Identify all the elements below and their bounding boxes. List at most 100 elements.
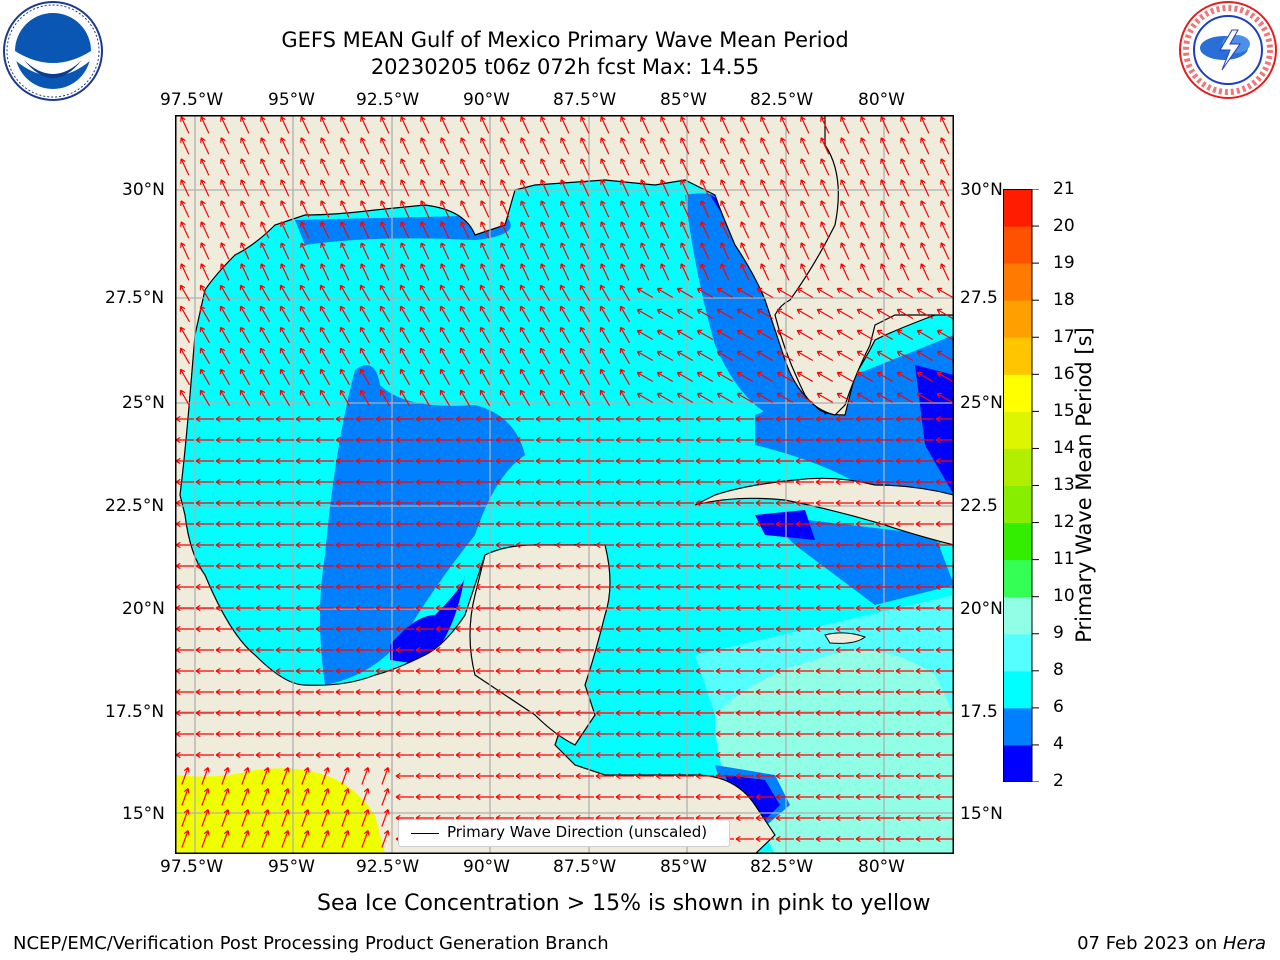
wave-arrow xyxy=(795,772,814,780)
wave-arrow xyxy=(655,520,674,528)
wave-arrow xyxy=(756,350,774,362)
wave-arrow xyxy=(695,541,714,549)
wave-arrow xyxy=(175,541,194,549)
wave-arrow xyxy=(735,646,754,654)
wave-arrow xyxy=(755,772,774,780)
wave-arrow xyxy=(540,116,550,134)
wave-arrow xyxy=(320,116,330,134)
lat-tick-right: 20°N xyxy=(960,599,1003,619)
wave-arrow xyxy=(435,688,454,696)
wave-arrow xyxy=(415,730,434,738)
wave-arrow xyxy=(615,583,634,591)
wave-arrow xyxy=(676,287,694,299)
wave-arrow xyxy=(395,688,414,696)
wave-arrow xyxy=(555,436,574,444)
wave-arrow xyxy=(715,730,734,738)
wave-arrow xyxy=(319,368,331,386)
wave-arrow xyxy=(580,263,590,281)
wave-arrow xyxy=(275,583,294,591)
wave-arrow xyxy=(756,392,774,404)
wave-arrow xyxy=(895,793,914,801)
wave-arrow xyxy=(435,730,454,738)
wave-arrow xyxy=(200,242,210,260)
wave-arrow xyxy=(755,814,774,822)
wave-arrow xyxy=(215,499,234,507)
period-band-2-4-cuba xyxy=(755,510,815,540)
wave-arrow xyxy=(219,305,231,323)
wave-arrow xyxy=(579,326,591,344)
wave-arrow xyxy=(736,392,754,404)
wave-arrow xyxy=(695,772,714,780)
wave-arrow xyxy=(280,200,290,218)
wave-arrow xyxy=(299,347,311,365)
wave-arrow xyxy=(399,347,411,365)
wave-arrow xyxy=(400,200,410,218)
wave-arrow xyxy=(181,788,190,806)
wave-arrow xyxy=(235,562,254,570)
wave-arrow xyxy=(315,646,334,654)
wave-arrow xyxy=(335,667,354,675)
wave-arrow xyxy=(495,541,514,549)
wave-arrow xyxy=(800,242,810,260)
wave-arrow xyxy=(795,730,814,738)
map-legend: Primary Wave Direction (unscaled) xyxy=(398,819,730,847)
wave-arrow xyxy=(940,137,950,155)
colorbar-segment xyxy=(1003,522,1032,561)
wave-arrow xyxy=(695,562,714,570)
wave-arrow xyxy=(620,263,630,281)
wave-arrow xyxy=(460,200,470,218)
wave-arrow xyxy=(199,326,211,344)
wave-arrow xyxy=(460,221,470,239)
wave-arrow xyxy=(895,583,914,591)
wave-arrow xyxy=(315,709,334,717)
wave-arrow xyxy=(595,457,614,465)
lat-tick-left: 25°N xyxy=(122,393,165,413)
wave-arrow xyxy=(940,158,950,176)
wave-arrow xyxy=(455,520,474,528)
wave-arrow xyxy=(735,541,754,549)
wave-arrow xyxy=(460,137,470,155)
wave-arrow xyxy=(375,478,394,486)
wave-arrow xyxy=(696,392,714,404)
wave-arrow xyxy=(836,287,854,299)
wave-arrow xyxy=(575,562,594,570)
wave-arrow xyxy=(419,326,431,344)
wave-arrow xyxy=(915,562,934,570)
wave-arrow xyxy=(635,772,654,780)
wave-arrow xyxy=(636,308,654,320)
wave-arrow xyxy=(755,604,774,612)
wave-arrow xyxy=(540,242,550,260)
wave-arrow xyxy=(395,730,414,738)
wave-arrow xyxy=(935,415,954,423)
wave-arrow xyxy=(715,604,734,612)
wave-arrow xyxy=(795,499,814,507)
wave-arrow xyxy=(795,457,814,465)
wave-arrow xyxy=(580,221,590,239)
wave-arrow xyxy=(395,667,414,675)
wave-arrow xyxy=(380,116,390,134)
wave-arrow xyxy=(935,730,954,738)
wave-arrow xyxy=(355,499,374,507)
wave-arrow xyxy=(755,457,774,465)
wave-arrow xyxy=(695,667,714,675)
wave-arrow xyxy=(380,179,390,197)
wave-arrow xyxy=(555,730,574,738)
wave-arrow xyxy=(836,392,854,404)
colorbar-segment xyxy=(1003,263,1032,301)
wave-arrow xyxy=(375,562,394,570)
wave-arrow xyxy=(175,667,194,675)
wave-arrow xyxy=(419,389,431,407)
wave-arrow xyxy=(215,583,234,591)
wave-arrow xyxy=(180,221,190,239)
wave-arrow xyxy=(715,415,734,423)
wave-arrow xyxy=(200,158,210,176)
wave-arrow xyxy=(595,562,614,570)
wave-arrow xyxy=(419,347,431,365)
wave-arrow xyxy=(680,179,690,197)
wave-arrow xyxy=(255,709,274,717)
wave-arrow xyxy=(620,200,630,218)
wave-arrow xyxy=(255,436,274,444)
wave-arrow xyxy=(680,263,690,281)
wave-arrow xyxy=(519,347,531,365)
wave-arrow xyxy=(715,436,734,444)
